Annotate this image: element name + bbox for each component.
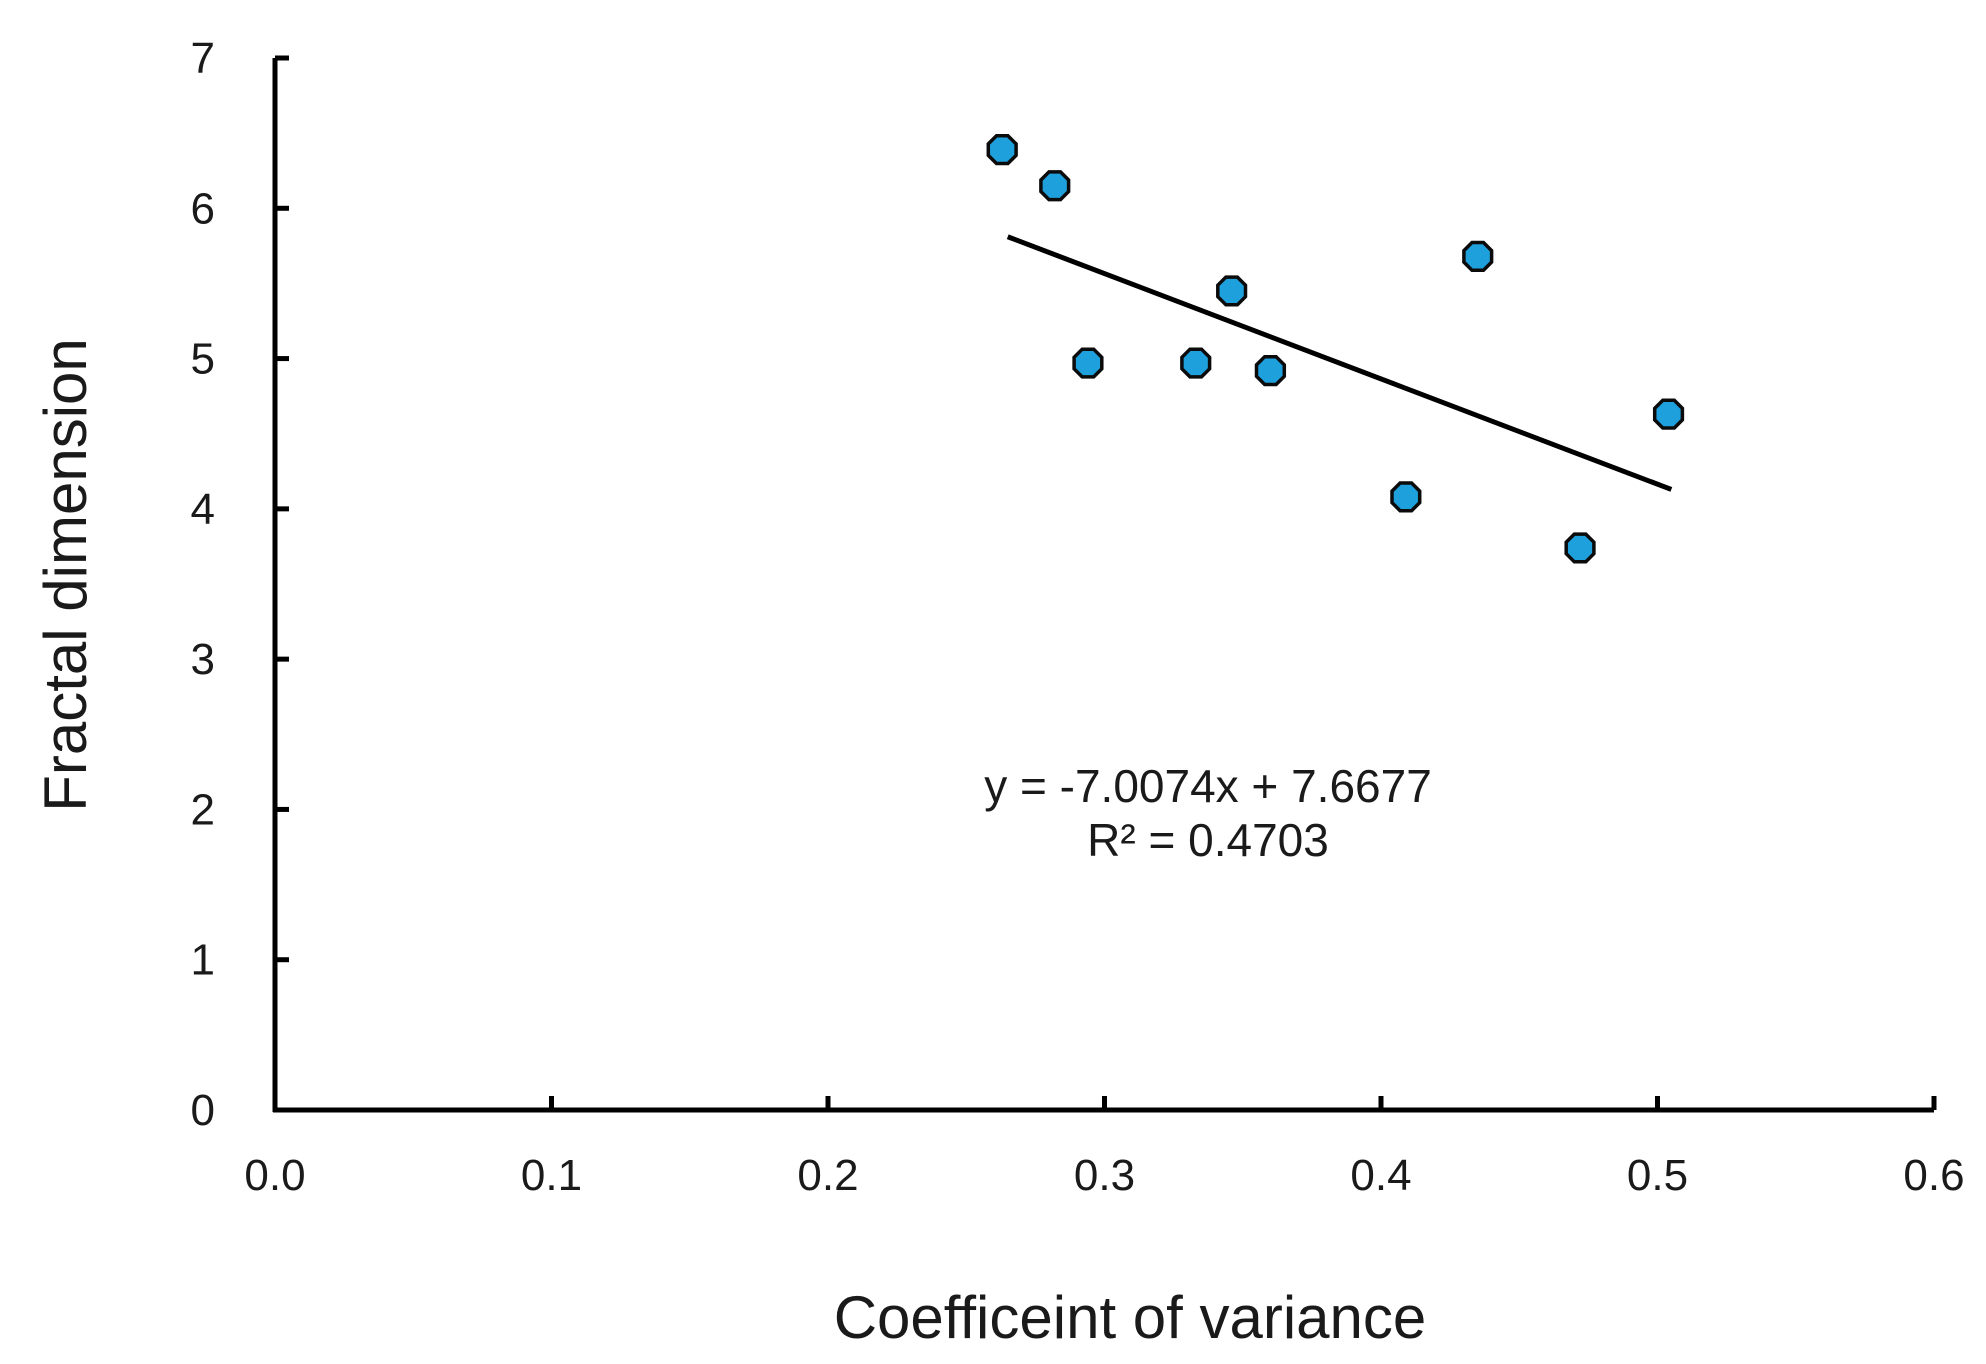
y-tick-label: 3 xyxy=(191,635,215,684)
r-squared-label: R² = 0.4703 xyxy=(1087,814,1329,866)
y-axis-title: Fractal dimension xyxy=(32,338,99,812)
trendline-equation: y = -7.0074x + 7.6677 xyxy=(984,760,1432,812)
ticks xyxy=(272,55,1937,1113)
y-tick-label: 4 xyxy=(191,485,215,534)
data-point xyxy=(1652,398,1685,430)
y-tick-label: 6 xyxy=(191,184,215,233)
y-tick-label: 7 xyxy=(191,34,215,83)
y-tick-label: 1 xyxy=(191,936,215,985)
data-point xyxy=(1462,240,1494,272)
trendline-layer xyxy=(1006,234,1673,492)
tick-labels: 0 1 2 3 4 5 6 7 0.0 0.1 0.2 0.3 0.4 0.5 0.6 xyxy=(191,34,1965,1200)
data-point xyxy=(1180,347,1212,379)
x-axis-title: Coefficeint of variance xyxy=(834,1284,1427,1351)
data-point xyxy=(1216,275,1248,307)
data-point xyxy=(1390,481,1422,513)
x-tick-label: 0.1 xyxy=(521,1151,582,1200)
x-tick-label: 0.3 xyxy=(1074,1151,1135,1200)
x-tick-label: 0.0 xyxy=(244,1151,305,1200)
x-tick-label: 0.6 xyxy=(1903,1151,1964,1200)
trendline xyxy=(1006,234,1673,492)
x-tick-label: 0.5 xyxy=(1627,1151,1688,1200)
axes xyxy=(272,58,1934,1113)
y-tick-label: 5 xyxy=(191,335,215,384)
data-point xyxy=(986,134,1018,166)
x-tick-label: 0.2 xyxy=(797,1151,858,1200)
y-tick-label: 2 xyxy=(191,785,215,834)
data-points xyxy=(986,134,1685,564)
data-point xyxy=(1564,532,1596,564)
x-tick-label: 0.4 xyxy=(1350,1151,1411,1200)
data-point xyxy=(1072,347,1104,379)
y-tick-label: 0 xyxy=(191,1086,215,1135)
data-point xyxy=(1254,354,1287,387)
data-point xyxy=(1039,170,1071,202)
